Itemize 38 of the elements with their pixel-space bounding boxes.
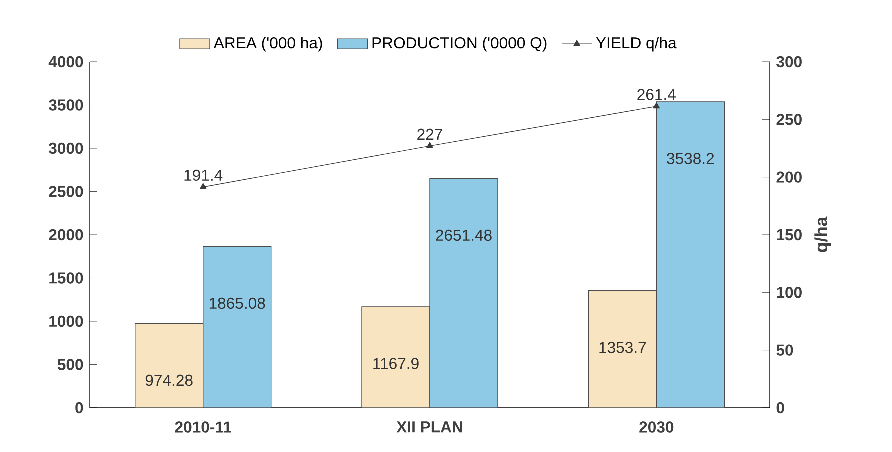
data-label: 1353.7: [600, 342, 646, 354]
data-label: 227: [418, 128, 442, 140]
point: [200, 183, 207, 190]
bar: [202, 246, 272, 408]
bar: [430, 178, 498, 408]
x-tick-label: XII PLAN: [396, 422, 462, 433]
y2-tick-label: 150: [777, 229, 802, 241]
data-label: 974.28: [146, 374, 193, 386]
y2-tick-label: 200: [776, 172, 802, 183]
y2-tick-label: 0: [776, 402, 784, 414]
y2-tick-label: 100: [777, 287, 802, 298]
y-tick-label: 1000: [50, 316, 84, 328]
y2-tick-label: 300: [776, 56, 802, 68]
data-label: 3538.2: [667, 153, 714, 164]
data-label: 2651.48: [436, 230, 492, 242]
y-tick-label: 2500: [49, 186, 84, 198]
x-tick-label: 2030: [640, 422, 674, 433]
data-label: 191.4: [184, 170, 223, 182]
legend-label: AREA ('000 ha): [214, 37, 322, 52]
y-tick-label: 3500: [48, 100, 84, 111]
point: [426, 142, 434, 148]
y-tick-label: 500: [58, 359, 84, 370]
y-tick-label: 0: [76, 402, 84, 414]
bar: [656, 102, 726, 408]
y2-tick-label: 50: [776, 344, 794, 356]
y2-tick-label: 250: [776, 114, 802, 126]
legend-label: YIELD q/ha: [596, 37, 677, 52]
point: [653, 102, 660, 109]
y2-axis-title: q/ha: [814, 216, 832, 252]
data-label: 1167.9: [374, 358, 419, 370]
y-tick-label: 4000: [48, 56, 84, 68]
y-tick-label: 2000: [49, 229, 84, 241]
data-label: 1865.08: [210, 298, 266, 310]
data-label: 261.4: [638, 89, 676, 100]
x-tick-label: 2010-11: [175, 422, 232, 433]
y-tick-label: 3000: [48, 142, 84, 154]
legend-label: PRODUCTION ('0000 Q): [372, 37, 547, 52]
y-tick-label: 1500: [50, 272, 84, 284]
